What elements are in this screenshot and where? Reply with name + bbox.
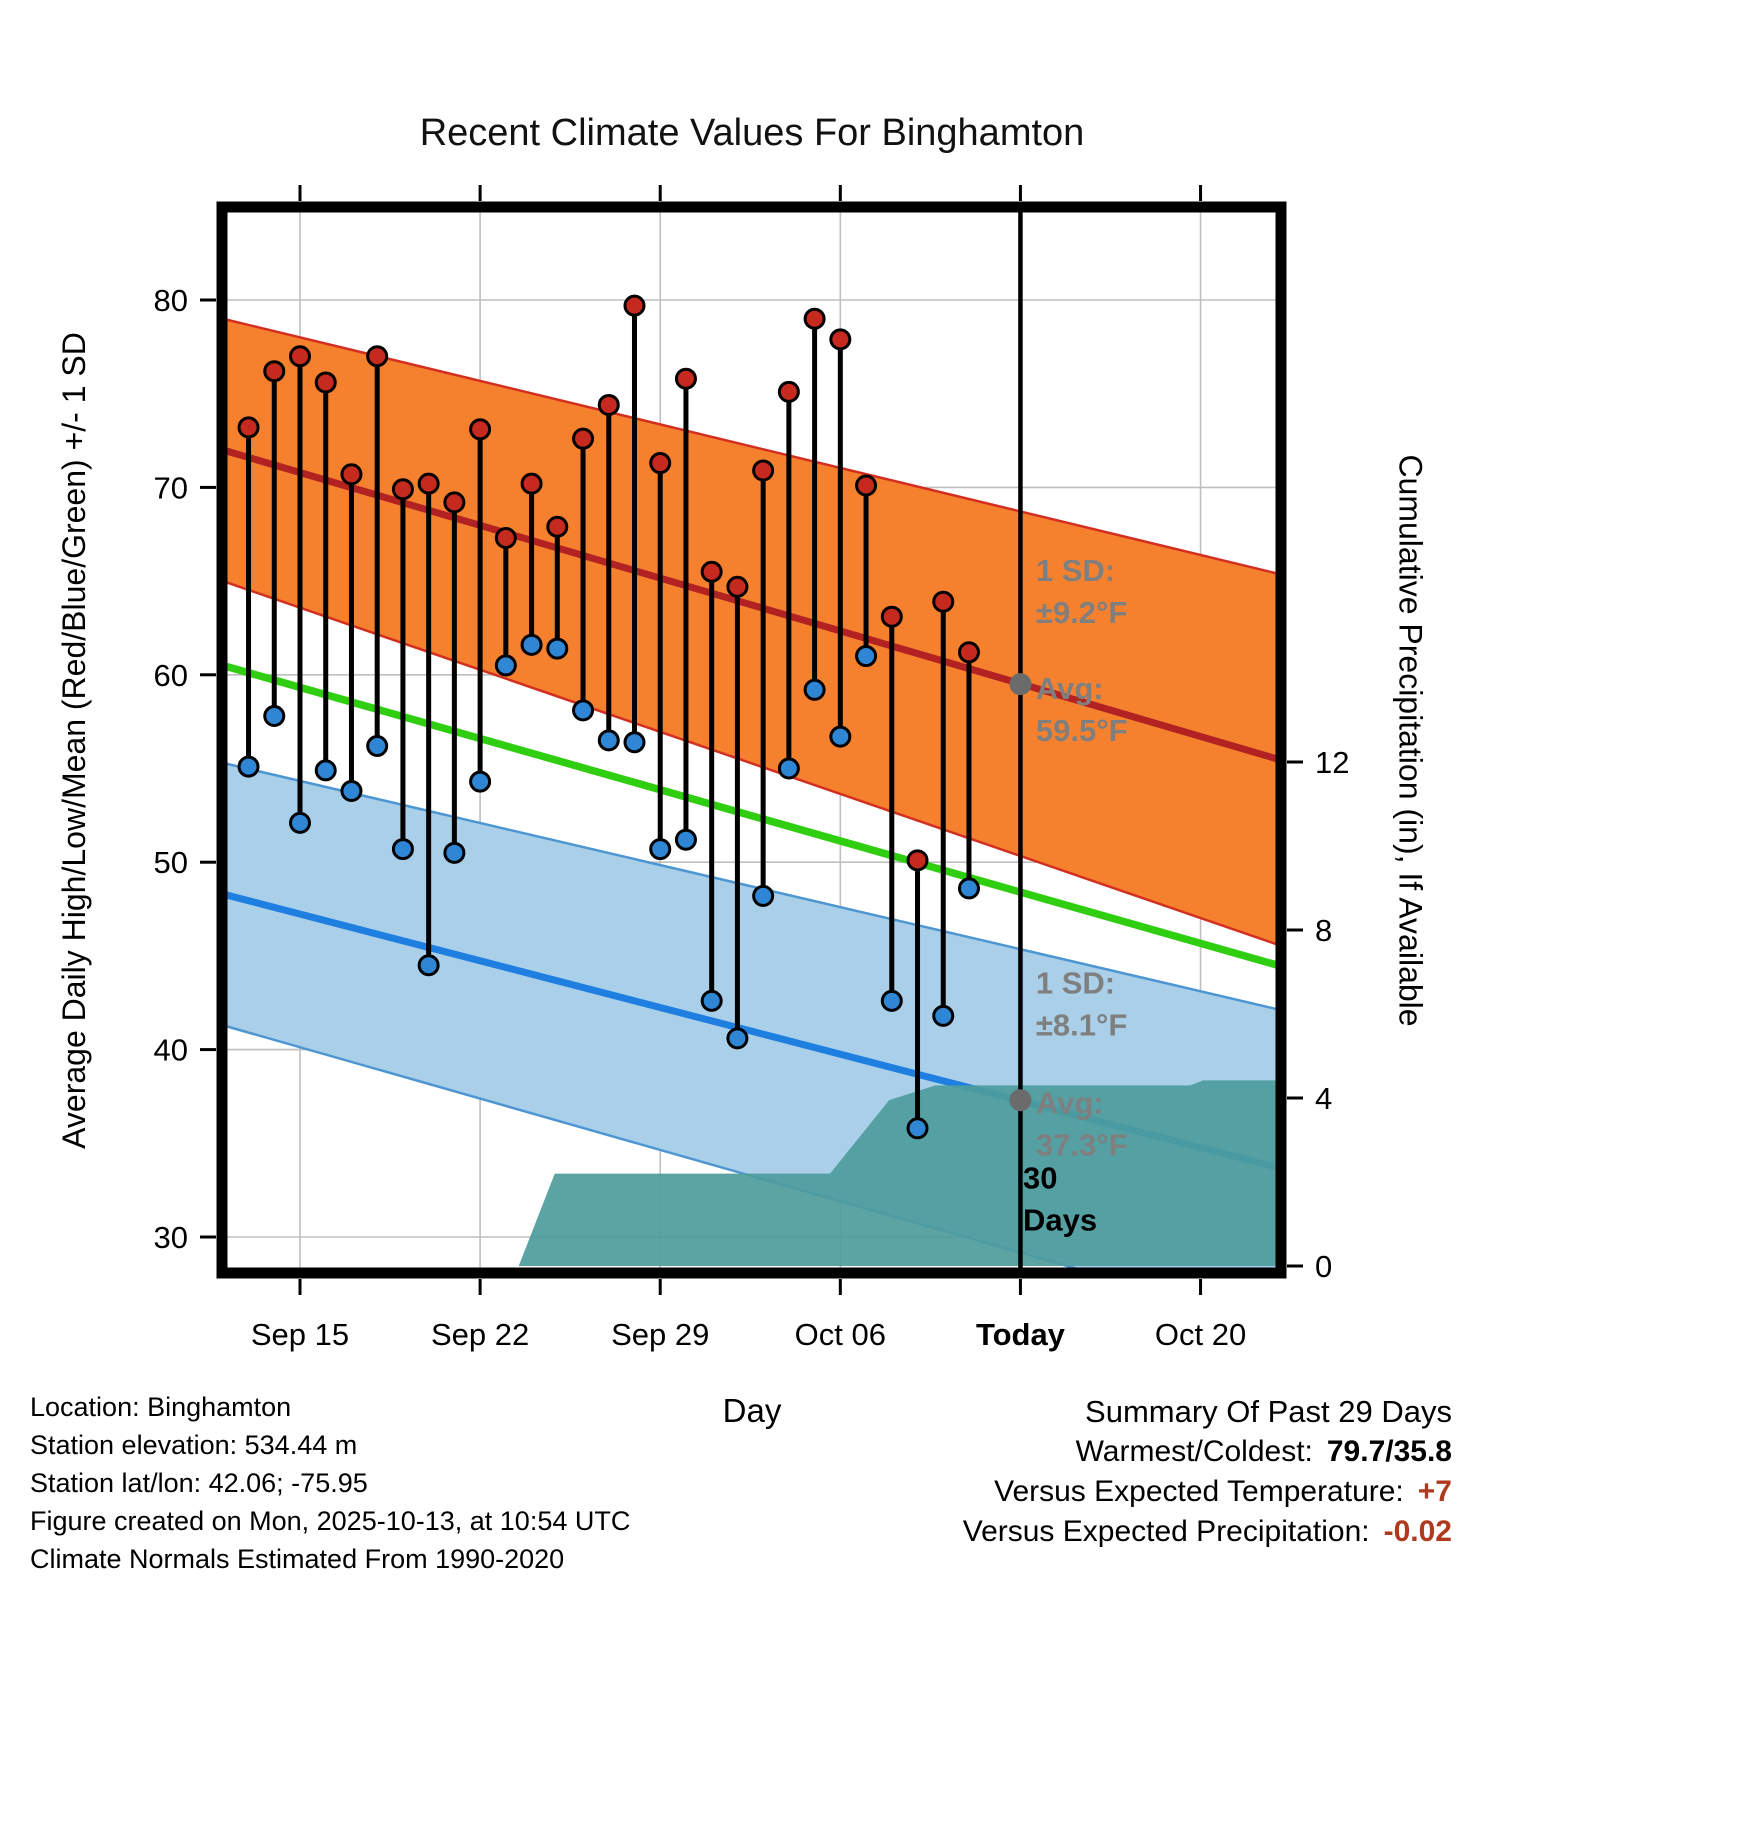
- avg-marker: [1009, 1089, 1032, 1112]
- avg-marker: [1009, 673, 1032, 696]
- summary-value: -0.02: [1383, 1515, 1452, 1548]
- summary-row-vs-precipitation: Versus Expected Precipitation: -0.02: [552, 1512, 1452, 1552]
- annotation-high-sd: ±9.2°F: [1036, 595, 1127, 630]
- chart-title: Recent Climate Values For Binghamton: [419, 112, 1085, 154]
- x-tick-label: Today: [976, 1317, 1066, 1352]
- right-axis-label-box: Cumulative Precipitation (in), If Availa…: [1388, 207, 1432, 1273]
- metadata-location: Location: Binghamton: [30, 1392, 292, 1422]
- annotation-low-sd: ±8.1°F: [1036, 1007, 1127, 1042]
- annotation-high-avg: Avg:: [1036, 671, 1104, 706]
- left-axis-label: Average Daily High/Low/Mean (Red/Blue/Gr…: [55, 331, 92, 1149]
- y-left-tick-label: 50: [154, 845, 188, 880]
- y-right-tick-label: 0: [1315, 1249, 1332, 1284]
- precip-area: [222, 1080, 1278, 1266]
- daily-dots: [237, 294, 980, 1140]
- summary-value: +7: [1417, 1475, 1452, 1508]
- y-left-tick-label: 80: [154, 283, 188, 318]
- y-left-tick-label: 70: [154, 470, 188, 505]
- summary-title: Summary Of Past 29 Days: [1085, 1394, 1452, 1429]
- mean-line: [222, 661, 1279, 969]
- right-axis-label: Cumulative Precipitation (in), If Availa…: [1392, 453, 1429, 1027]
- y-left-tick-label: 60: [154, 658, 188, 693]
- metadata-latlon: Station lat/lon: 42.06; -75.95: [30, 1468, 368, 1498]
- annotation-high-avg: 59.5°F: [1036, 713, 1128, 748]
- annotation-days-count: Days: [1023, 1202, 1097, 1237]
- annotation-high-sd: 1 SD:: [1036, 553, 1115, 588]
- summary-label: Versus Expected Precipitation:: [962, 1515, 1370, 1548]
- left-axis-label-box: Average Daily High/Low/Mean (Red/Blue/Gr…: [52, 207, 96, 1273]
- plot-area: [222, 207, 1281, 1273]
- metadata-created: Figure created on Mon, 2025-10-13, at 10…: [30, 1506, 631, 1536]
- daily-stems: [246, 305, 972, 1129]
- x-tick-label: Sep 22: [431, 1317, 529, 1352]
- summary-row-vs-temperature: Versus Expected Temperature: +7: [552, 1472, 1452, 1512]
- y-left-tick-label: 30: [154, 1220, 188, 1255]
- summary-panel: Summary Of Past 29 Days Warmest/Coldest:…: [552, 1392, 1452, 1552]
- metadata-normals: Climate Normals Estimated From 1990-2020: [30, 1544, 565, 1574]
- y-right-tick-label: 4: [1315, 1081, 1332, 1116]
- figure-metadata: Location: Binghamton Station elevation: …: [30, 1388, 630, 1578]
- x-tick-label: Oct 06: [795, 1317, 886, 1352]
- annotation-days-count: 30: [1023, 1160, 1057, 1195]
- summary-label: Warmest/Coldest:: [1075, 1435, 1313, 1468]
- plot-border: [216, 201, 1287, 1279]
- x-tick-label: Sep 29: [611, 1317, 709, 1352]
- y-right-tick-label: 12: [1315, 745, 1349, 780]
- annotation-low-avg: Avg:: [1036, 1085, 1104, 1120]
- summary-label: Versus Expected Temperature:: [994, 1475, 1404, 1508]
- x-tick-label: Oct 20: [1155, 1317, 1246, 1352]
- y-right-tick-label: 8: [1315, 913, 1332, 948]
- y-left-tick-label: 40: [154, 1033, 188, 1068]
- annotation-low-avg: 37.3°F: [1036, 1127, 1128, 1162]
- x-axis-label: Day: [722, 1392, 782, 1429]
- summary-row-warmest-coldest: Warmest/Coldest: 79.7/35.8: [552, 1432, 1452, 1472]
- annotation-low-sd: 1 SD:: [1036, 965, 1115, 1000]
- summary-value: 79.7/35.8: [1326, 1435, 1452, 1468]
- metadata-elevation: Station elevation: 534.44 m: [30, 1430, 358, 1460]
- x-tick-label: Sep 15: [251, 1317, 349, 1352]
